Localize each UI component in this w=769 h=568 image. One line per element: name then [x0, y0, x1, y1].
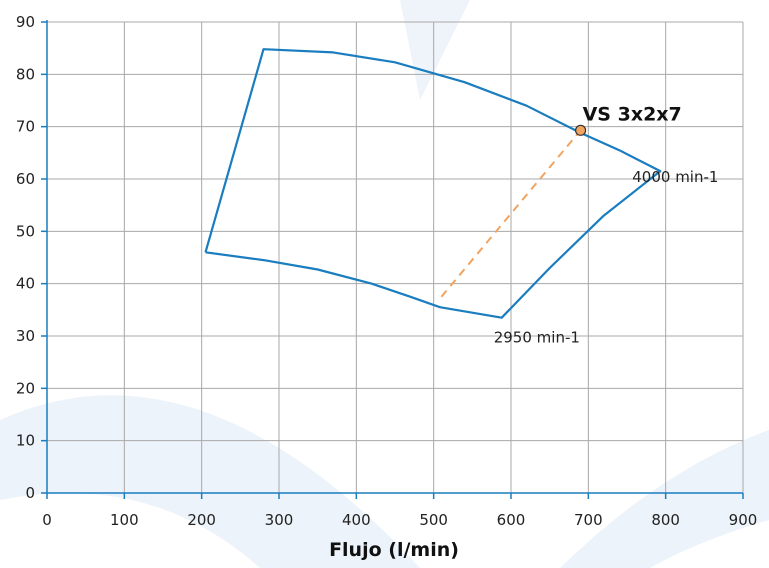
y-tick-label: 60	[16, 170, 35, 188]
grid-lines	[47, 21, 744, 493]
x-tick-label: 0	[42, 511, 52, 529]
x-tick-label: 600	[497, 511, 526, 529]
x-tick-label: 700	[574, 511, 603, 529]
operating-point-marker	[574, 124, 587, 136]
x-tick-label: 400	[342, 511, 371, 529]
x-tick-label: 500	[419, 511, 448, 529]
y-tick-label: 0	[25, 484, 35, 502]
y-tick-label: 40	[16, 275, 35, 293]
speed-label-max: 4000 min-1	[632, 168, 718, 186]
markers-and-annotations: VS 3x2x7 4000 min-1 2950 min-1	[494, 103, 719, 346]
y-tick-label: 20	[16, 379, 35, 397]
tick-labels: 0 100 200 300 400 500 600 700 800 900 0 10 20 30 40 50 6…	[16, 13, 757, 529]
speed-label-min: 2950 min-1	[494, 329, 580, 347]
x-tick-label: 900	[729, 511, 758, 529]
watermark-swoosh	[400, 0, 470, 100]
watermark-swoosh	[0, 395, 420, 568]
axes	[46, 20, 743, 494]
performance-envelope-line	[204, 48, 662, 319]
y-tick-label: 30	[16, 327, 35, 345]
y-tick-label: 90	[16, 13, 35, 31]
x-tick-label: 100	[110, 511, 139, 529]
watermark-swoosh	[560, 430, 769, 568]
y-tick-label: 10	[16, 432, 35, 450]
x-tick-label: 800	[651, 511, 680, 529]
y-tick-label: 50	[16, 222, 35, 240]
x-tick-label: 200	[187, 511, 216, 529]
data-series	[204, 48, 662, 319]
x-tick-label: 300	[265, 511, 294, 529]
x-axis-title: Flujo (l/min)	[329, 539, 459, 561]
model-label: VS 3x2x7	[583, 103, 682, 125]
y-tick-label: 80	[16, 65, 35, 83]
y-tick-label: 70	[16, 118, 35, 136]
